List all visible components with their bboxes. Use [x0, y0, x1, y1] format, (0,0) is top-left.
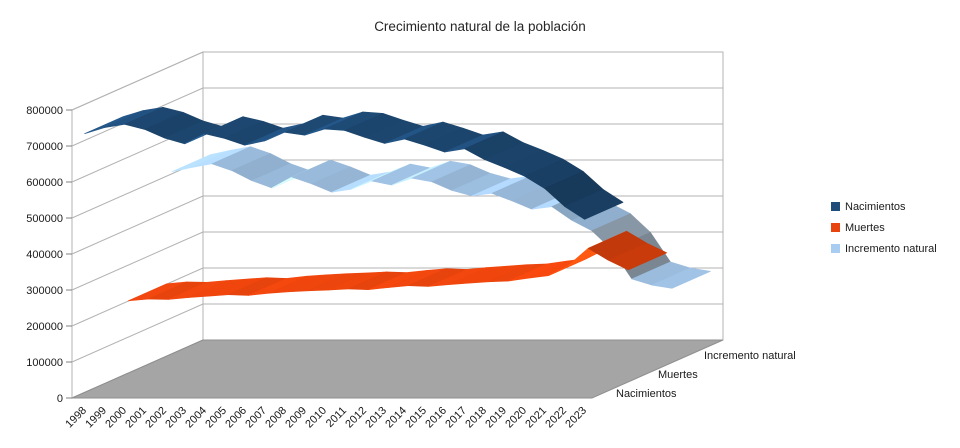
- depth-axis-label-muertes: Muertes: [658, 369, 698, 381]
- y-axis-label: 500000: [26, 213, 63, 225]
- x-axis-label: 2022: [543, 405, 569, 431]
- depth-axis-label-incremento-natural: Incremento natural: [704, 350, 796, 362]
- y-axis-label: 800000: [26, 105, 63, 117]
- x-axis-label: 2006: [223, 405, 249, 431]
- ribbon-segment-nacimientos: [564, 189, 624, 220]
- x-axis-label: 2011: [324, 405, 349, 430]
- x-axis-label: 2020: [503, 405, 529, 431]
- x-axis-label: 2021: [523, 405, 549, 431]
- x-axis-label: 1999: [83, 405, 109, 431]
- x-axis-label: 2016: [423, 405, 449, 431]
- y-axis-label: 100000: [26, 357, 63, 369]
- y-axis-label: 700000: [26, 141, 63, 153]
- gridline-left: [71, 195, 204, 255]
- x-axis-label: 2019: [483, 405, 509, 431]
- x-axis-label: 2001: [123, 405, 149, 431]
- depth-axis-label-nacimientos: Nacimientos: [616, 388, 677, 400]
- floor: [71, 339, 724, 399]
- legend-item-muertes: Muertes: [831, 217, 937, 238]
- y-axis-label: 400000: [26, 249, 63, 261]
- legend-swatch-muertes: [831, 223, 840, 232]
- y-axis-label: 200000: [26, 321, 63, 333]
- legend-swatch-nacimientos: [831, 202, 840, 211]
- y-axis-label: 600000: [26, 177, 63, 189]
- gridline-left: [71, 303, 204, 363]
- legend-label-nacimientos: Nacimientos: [845, 200, 906, 213]
- legend-label-incremento-natural: Incremento natural: [845, 242, 937, 255]
- legend-item-incremento-natural: Incremento natural: [831, 238, 937, 259]
- x-axis-label: 2009: [283, 405, 309, 431]
- legend: Nacimientos Muertes Incremento natural: [831, 196, 937, 259]
- x-axis-label: 2007: [243, 405, 269, 431]
- x-axis-label: 2003: [163, 405, 189, 431]
- gridline-left: [71, 231, 204, 291]
- y-axis-label: 300000: [26, 285, 63, 297]
- x-axis-label: 2013: [363, 405, 389, 431]
- x-axis-label: 2004: [183, 405, 209, 431]
- x-axis-label: 2005: [203, 405, 229, 431]
- legend-swatch-incremento-natural: [831, 244, 840, 253]
- y-axis-label: 0: [57, 393, 63, 405]
- ribbon-segment-incremento-natural: [651, 267, 711, 289]
- x-axis-label: 2008: [263, 405, 289, 431]
- x-axis-label: 2023: [563, 405, 589, 431]
- x-axis-label: 2014: [383, 405, 409, 431]
- legend-label-muertes: Muertes: [845, 221, 885, 234]
- x-axis-label: 2002: [143, 405, 169, 431]
- x-axis-label: 2010: [303, 405, 329, 431]
- x-axis-label: 1998: [63, 405, 89, 431]
- ribbon-segment-muertes: [607, 242, 668, 271]
- legend-item-nacimientos: Nacimientos: [831, 196, 937, 217]
- x-axis-label: 2015: [403, 405, 429, 431]
- x-axis-label: 2012: [343, 405, 369, 431]
- chart-title: Crecimiento natural de la población: [374, 19, 586, 34]
- gridline-left: [71, 51, 204, 111]
- x-axis-label: 2017: [443, 405, 469, 431]
- x-axis-label: 2000: [103, 405, 129, 431]
- x-axis-label: 2018: [463, 405, 489, 431]
